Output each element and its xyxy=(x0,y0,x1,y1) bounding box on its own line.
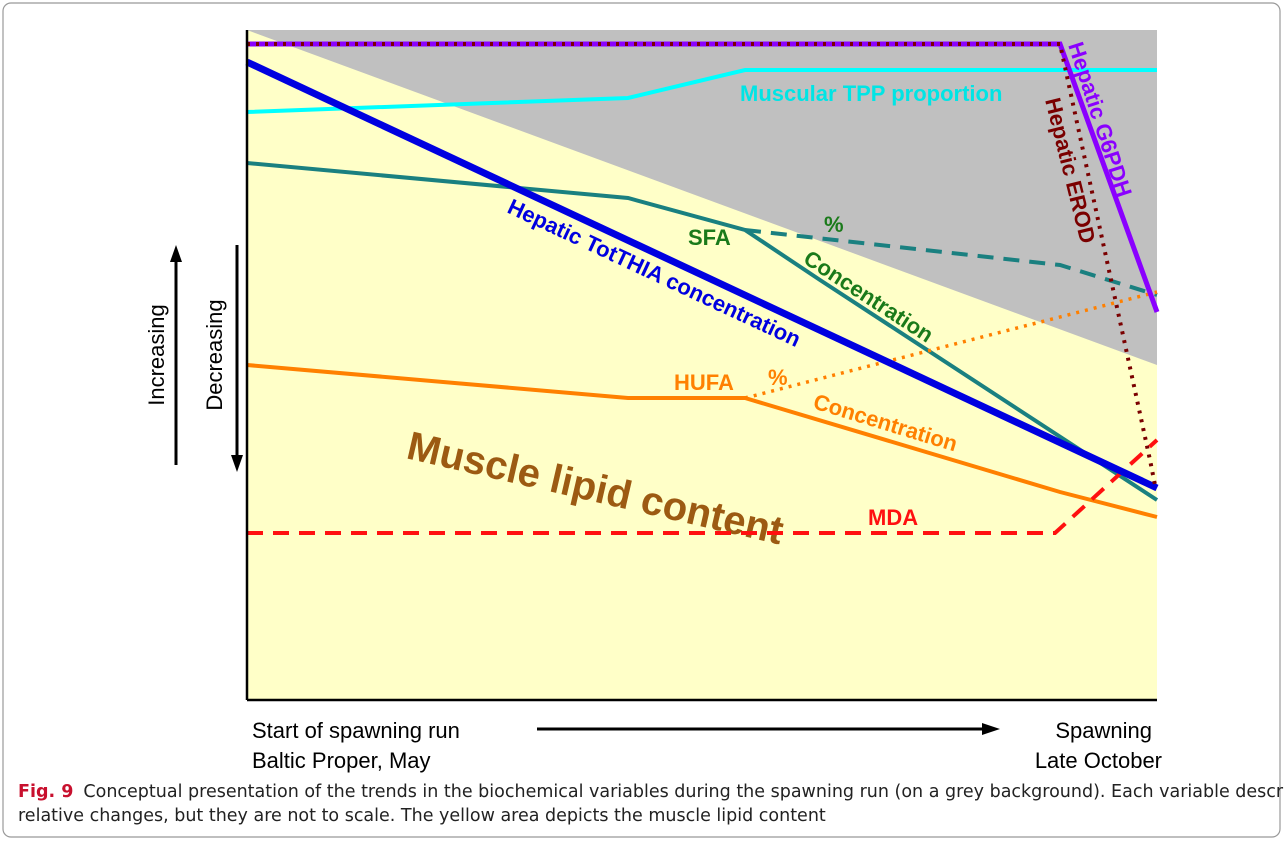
end-label: Spawning xyxy=(1055,718,1152,743)
tpp-line xyxy=(246,68,1157,114)
arrow-head xyxy=(231,455,243,472)
caption-text: Conceptual presentation of the trends in… xyxy=(83,782,1284,802)
caption-text: relative changes, but they are not to sc… xyxy=(18,806,826,826)
hufa-label: HUFA xyxy=(674,370,734,395)
mda-line xyxy=(247,438,1159,535)
decreasing-label: Decreasing xyxy=(202,299,227,410)
start-label: Start of spawning run xyxy=(252,718,460,743)
tpp-label: Muscular TPP proportion xyxy=(740,81,1002,106)
arrow-head xyxy=(170,245,182,262)
totthia-line xyxy=(245,58,1159,492)
increasing-label: Increasing xyxy=(144,304,169,406)
end-label: Late October xyxy=(1035,748,1162,773)
arrow-head xyxy=(982,723,1000,735)
mda-label: MDA xyxy=(868,505,918,530)
caption-label: Fig. 9 xyxy=(18,782,73,802)
caption: Fig. 9 Conceptual presentation of the tre… xyxy=(18,782,1284,802)
sfa-pct-label: % xyxy=(824,212,844,237)
sfa-label: SFA xyxy=(688,225,731,250)
sfa-pct-line xyxy=(744,228,1158,297)
erod-line xyxy=(247,42,1157,486)
hufa-pct-label: % xyxy=(768,365,788,390)
start-label: Baltic Proper, May xyxy=(252,748,431,773)
